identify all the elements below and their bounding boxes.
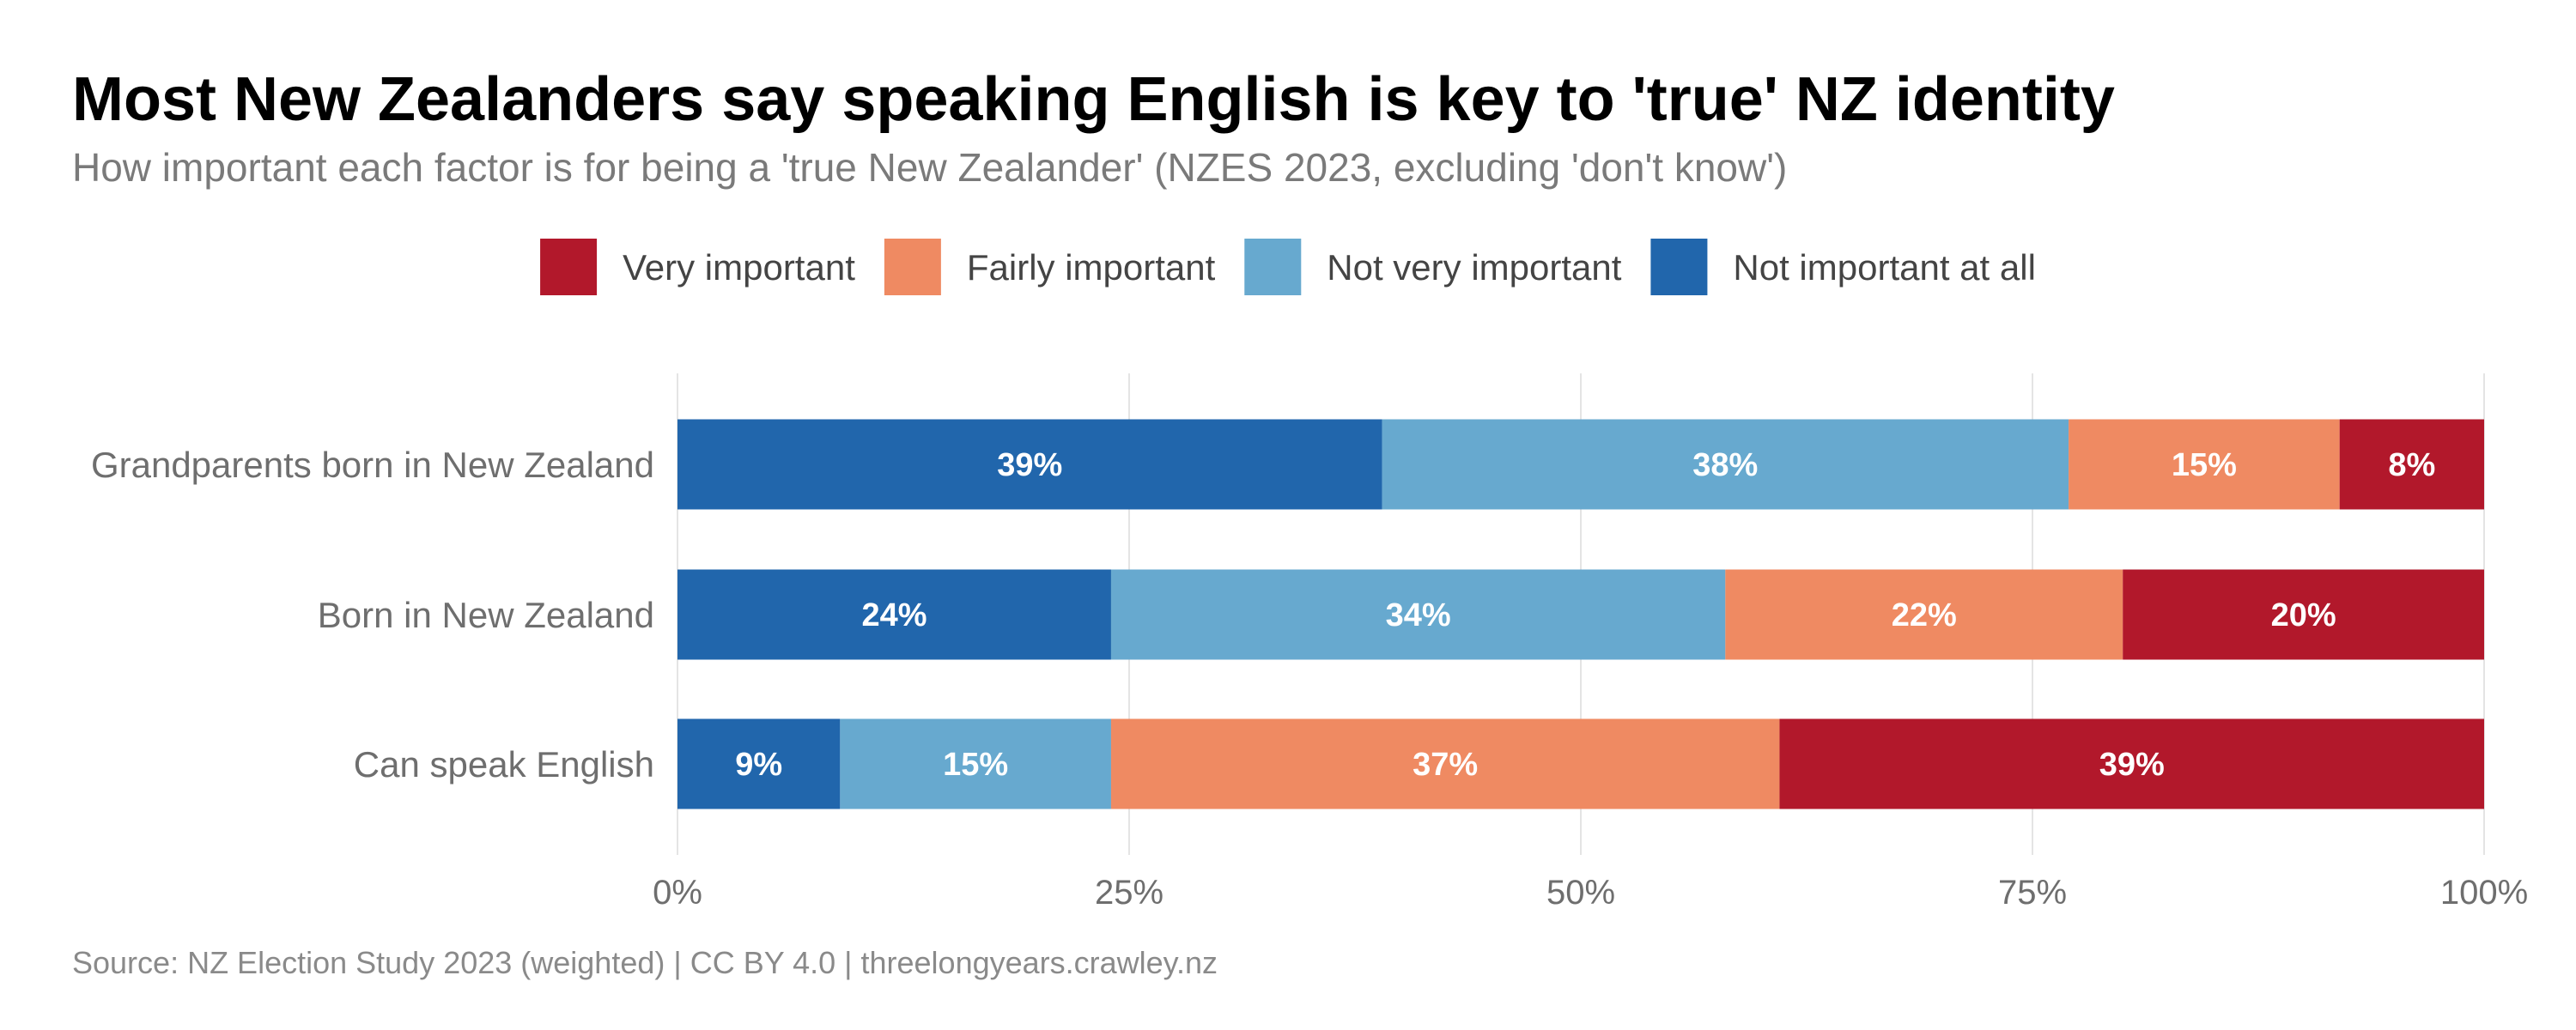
bar-can-speak-english-not-important-at-all (677, 718, 841, 809)
bar-label-grandparents-born-in-new-zealand-very-important: 8% (2388, 447, 2435, 483)
chart-subtitle: How important each factor is for being a… (72, 145, 1787, 190)
bar-label-grandparents-born-in-new-zealand-not-very-important: 38% (1692, 447, 1758, 483)
bar-label-grandparents-born-in-new-zealand-fairly-important: 15% (2172, 447, 2237, 483)
legend-label-not-very-important: Not very important (1327, 247, 1621, 288)
x-tick-label-25: 25% (1095, 874, 1163, 912)
bars (677, 419, 2484, 809)
legend-swatch-fairly-important (884, 239, 941, 295)
bar-born-in-new-zealand-very-important (2123, 569, 2484, 660)
bar-grandparents-born-in-new-zealand-very-important (2339, 419, 2484, 510)
legend-item-not-very-important: Not very important (1244, 239, 1622, 295)
bar-label-born-in-new-zealand-fairly-important: 22% (1892, 597, 1957, 633)
category-labels: Grandparents born in New Zealand Born in … (91, 445, 654, 785)
category-label-born-in-new-zealand: Born in New Zealand (318, 595, 654, 635)
bar-label-grandparents-born-in-new-zealand-not-important-at-all: 39% (997, 447, 1062, 483)
bar-can-speak-english-fairly-important (1110, 718, 1780, 809)
bar-can-speak-english-not-very-important (840, 718, 1111, 809)
bar-grandparents-born-in-new-zealand-not-very-important (1382, 419, 2069, 510)
bar-can-speak-english-very-important (1779, 718, 2484, 809)
bar-grandparents-born-in-new-zealand-fairly-important (2069, 419, 2340, 510)
bar-label-can-speak-english-not-very-important: 15% (943, 747, 1008, 783)
x-tick-label-0: 0% (653, 874, 702, 912)
bar-label-born-in-new-zealand-very-important: 20% (2271, 597, 2336, 633)
category-label-can-speak-english: Can speak English (354, 744, 654, 785)
category-label-grandparents-born-in-new-zealand: Grandparents born in New Zealand (91, 445, 654, 485)
chart-caption: Source: NZ Election Study 2023 (weighted… (72, 945, 1218, 980)
legend-item-not-important-at-all: Not important at all (1650, 239, 2036, 295)
legend-label-very-important: Very important (623, 247, 855, 288)
bar-labels: 39% 38% 15% 8% 24% 34% 22% 20% 9% 15% 37% 39% (735, 447, 2435, 783)
bar-born-in-new-zealand-not-very-important (1110, 569, 1726, 660)
legend: Very important Fairly important Not very i… (540, 239, 2036, 295)
bar-label-can-speak-english-not-important-at-all: 9% (735, 747, 782, 783)
bar-label-can-speak-english-fairly-important: 37% (1413, 747, 1478, 783)
bar-born-in-new-zealand-fairly-important (1725, 569, 2123, 660)
legend-swatch-not-important-at-all (1650, 239, 1708, 295)
legend-label-fairly-important: Fairly important (967, 247, 1216, 288)
legend-swatch-very-important (540, 239, 598, 295)
bar-label-born-in-new-zealand-not-important-at-all: 24% (861, 597, 927, 633)
chart-title: Most New Zealanders say speaking English… (72, 65, 2115, 134)
legend-label-not-important-at-all: Not important at all (1733, 247, 2036, 288)
bar-grandparents-born-in-new-zealand-not-important-at-all (677, 419, 1382, 510)
legend-item-very-important: Very important (540, 239, 855, 295)
x-tick-label-50: 50% (1546, 874, 1615, 912)
x-tick-label-100: 100% (2440, 874, 2528, 912)
bar-label-can-speak-english-very-important: 39% (2099, 747, 2165, 783)
bar-born-in-new-zealand-not-important-at-all (677, 569, 1111, 660)
x-axis: 0% 25% 50% 75% 100% (653, 874, 2528, 912)
legend-swatch-not-very-important (1244, 239, 1302, 295)
bar-label-born-in-new-zealand-not-very-important: 34% (1386, 597, 1451, 633)
legend-item-fairly-important: Fairly important (884, 239, 1216, 295)
x-tick-label-75: 75% (1998, 874, 2067, 912)
